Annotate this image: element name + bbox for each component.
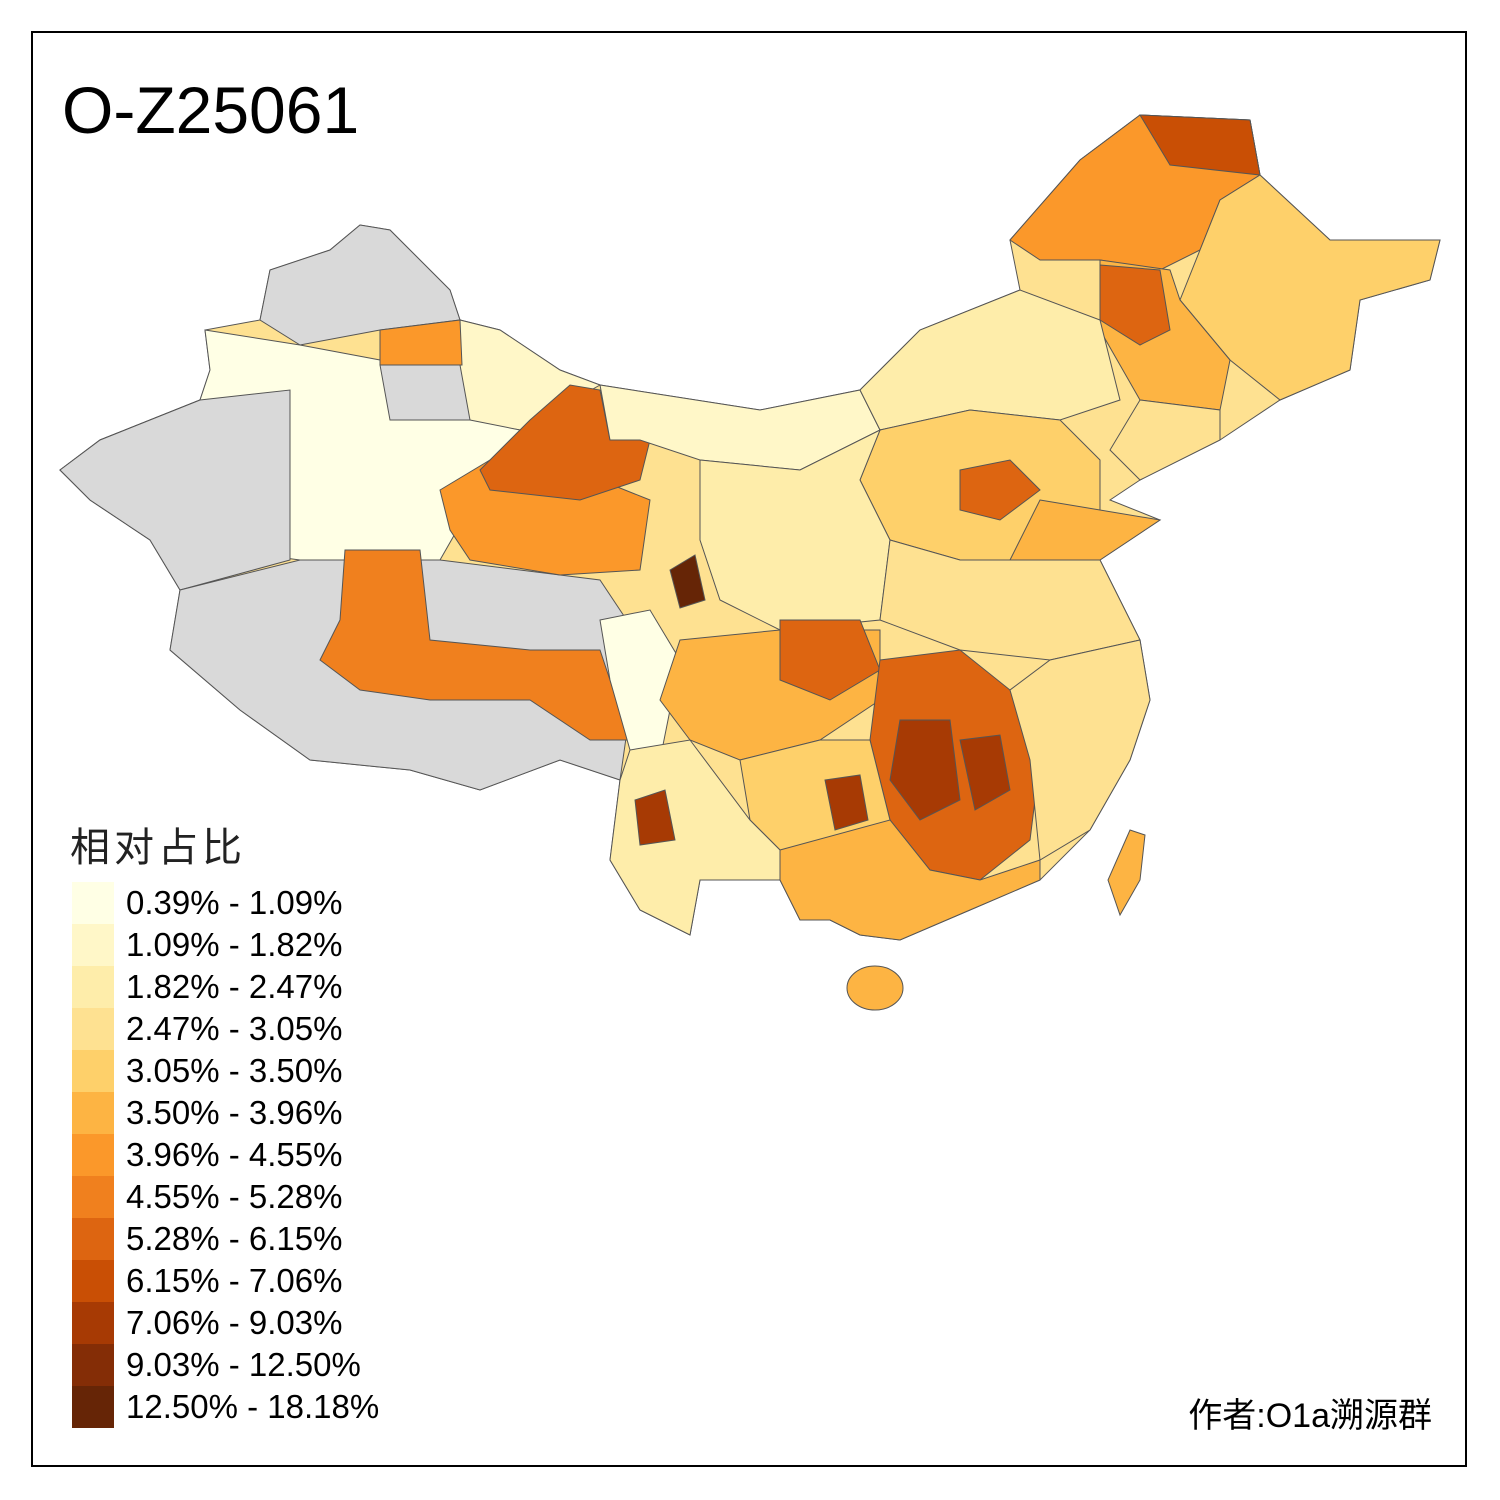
region-heilongjiang <box>1179 174 1441 401</box>
legend-swatch <box>72 1302 114 1344</box>
legend-item: 6.15% - 7.06% <box>72 1260 379 1302</box>
legend-item: 9.03% - 12.50% <box>72 1344 379 1386</box>
legend-label: 6.15% - 7.06% <box>126 1262 343 1299</box>
legend-swatch <box>72 1134 114 1176</box>
legend-swatch <box>72 882 114 924</box>
region-guizhou-dark <box>824 774 869 831</box>
legend-label: 1.09% - 1.82% <box>126 926 343 963</box>
legend-swatch <box>72 1176 114 1218</box>
legend-item: 1.82% - 2.47% <box>72 966 379 1008</box>
map-title: O-Z25061 <box>62 73 360 147</box>
region-xinjiang-west <box>59 389 291 591</box>
region-yunnan <box>609 739 781 936</box>
legend-swatch <box>72 1218 114 1260</box>
legend-item: 12.50% - 18.18% <box>72 1386 379 1428</box>
legend: 0.39% - 1.09% 1.09% - 1.82% 1.82% - 2.47% 2… <box>72 882 379 1428</box>
region-xinjiang-north <box>259 224 461 346</box>
legend-item: 7.06% - 9.03% <box>72 1302 379 1344</box>
legend-item: 5.28% - 6.15% <box>72 1218 379 1260</box>
author-credit: 作者:O1a溯源群 <box>1188 1397 1432 1435</box>
legend-label: 3.96% - 4.55% <box>126 1136 343 1173</box>
legend-label: 4.55% - 5.28% <box>126 1178 343 1215</box>
legend-swatch <box>72 1344 114 1386</box>
region-shanxi <box>959 459 1041 521</box>
legend-label: 5.28% - 6.15% <box>126 1220 343 1257</box>
legend-title: 相对占比 <box>70 826 246 870</box>
legend-label: 12.50% - 18.18% <box>126 1388 380 1425</box>
legend-label: 9.03% - 12.50% <box>126 1346 361 1383</box>
legend-swatch <box>72 924 114 966</box>
region-hunan-core <box>889 719 961 821</box>
region-linxia <box>669 554 706 609</box>
figure-frame <box>31 31 1467 1467</box>
legend-swatch <box>72 966 114 1008</box>
region-liaoning <box>1109 399 1221 481</box>
region-xinjiang-mid <box>379 364 471 421</box>
legend-swatch <box>72 1008 114 1050</box>
legend-label: 3.05% - 3.50% <box>126 1052 343 1089</box>
region-chongqing <box>779 619 881 701</box>
region-xinjiang-ili <box>379 319 463 366</box>
region-guangxi-guangdong <box>779 819 1041 941</box>
region-east-coast <box>1009 639 1151 861</box>
legend-swatch <box>72 1050 114 1092</box>
region-taiwan <box>1107 829 1146 917</box>
legend-label: 0.39% - 1.09% <box>126 884 343 921</box>
legend-label: 7.06% - 9.03% <box>126 1304 343 1341</box>
legend-label: 2.47% - 3.05% <box>126 1010 343 1047</box>
region-tongliao <box>1099 264 1171 346</box>
legend-item: 3.96% - 4.55% <box>72 1134 379 1176</box>
region-jiangxi-core <box>959 734 1011 811</box>
legend-label: 3.50% - 3.96% <box>126 1094 343 1131</box>
legend-label: 1.82% - 2.47% <box>126 968 343 1005</box>
legend-item: 2.47% - 3.05% <box>72 1008 379 1050</box>
legend-item: 0.39% - 1.09% <box>72 882 379 924</box>
legend-swatch <box>72 1092 114 1134</box>
region-yunnan-dark <box>634 789 676 846</box>
legend-swatch <box>72 1386 114 1428</box>
legend-item: 3.50% - 3.96% <box>72 1092 379 1134</box>
legend-item: 3.05% - 3.50% <box>72 1050 379 1092</box>
legend-item: 1.09% - 1.82% <box>72 924 379 966</box>
legend-item: 4.55% - 5.28% <box>72 1176 379 1218</box>
region-tibet-east <box>319 549 631 741</box>
region-hainan <box>846 965 904 1011</box>
legend-swatch <box>72 1260 114 1302</box>
